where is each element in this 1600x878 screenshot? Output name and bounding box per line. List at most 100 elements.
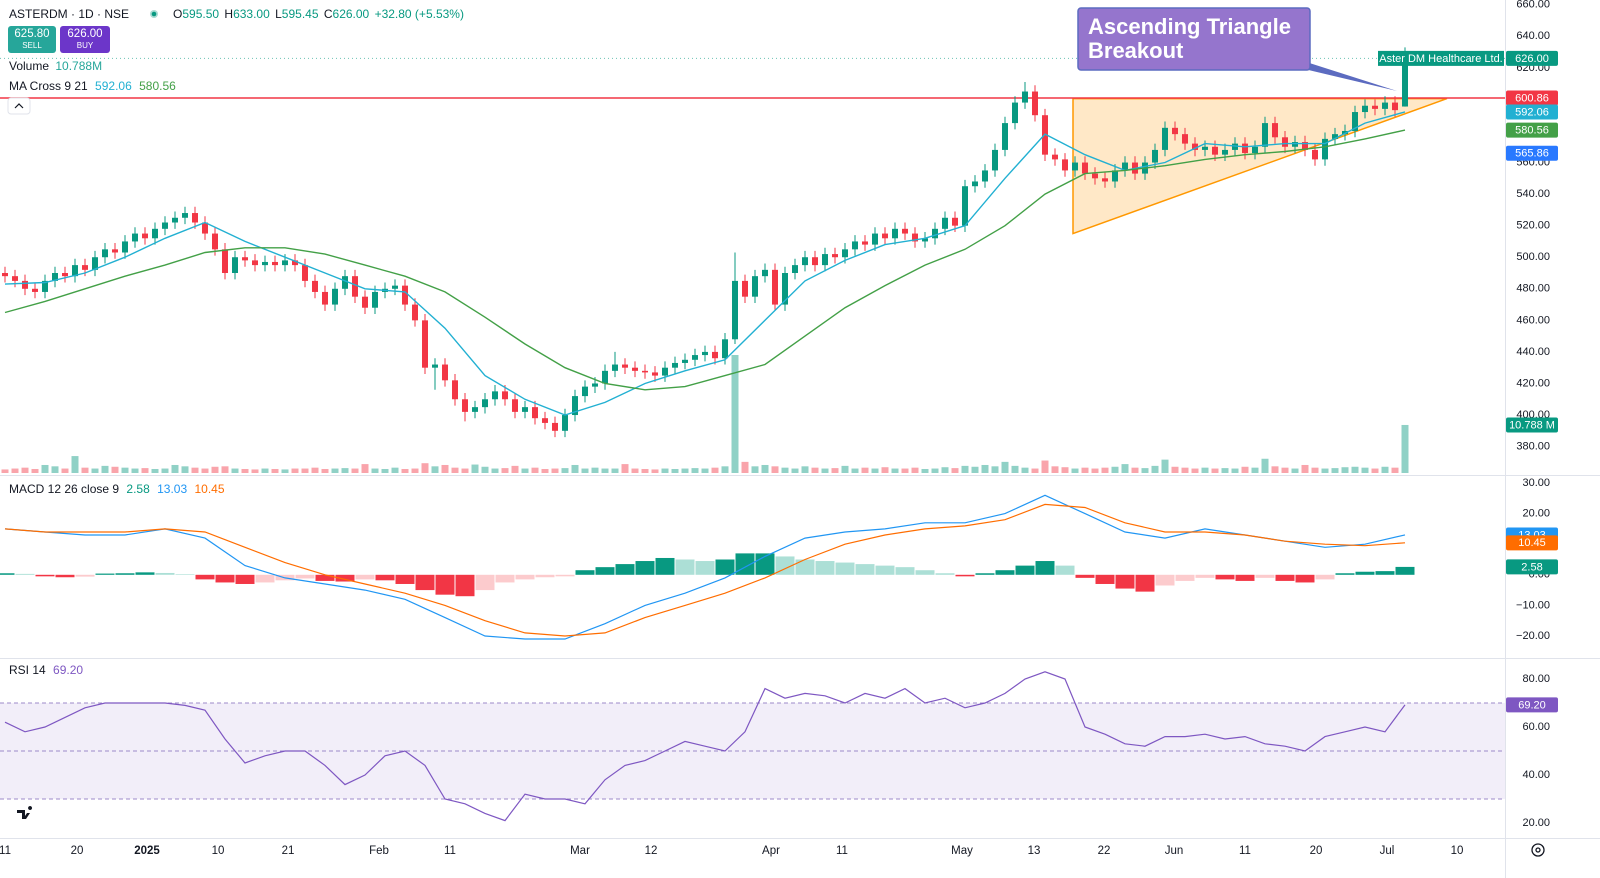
volume-bar <box>161 468 169 473</box>
candle-body <box>302 265 308 281</box>
macd-histogram-bar <box>155 572 175 575</box>
candle-body <box>512 399 518 412</box>
macd-histogram-bar <box>435 574 455 595</box>
macd-histogram-bar <box>855 564 875 575</box>
volume-bar <box>621 464 629 473</box>
collapse-button[interactable] <box>7 97 31 115</box>
volume-bar <box>341 468 349 473</box>
volume-bar <box>1181 467 1189 473</box>
candle-body <box>242 257 248 261</box>
macd-histogram-bar <box>1315 574 1335 580</box>
macd-histogram-bar <box>1095 574 1115 584</box>
volume-bar <box>1231 468 1239 473</box>
candle-body <box>332 288 338 305</box>
macd-histogram-bar <box>1195 574 1215 578</box>
candle-body <box>472 407 478 412</box>
last-price-tag: 626.00 <box>1515 53 1549 65</box>
volume-bar <box>391 467 399 473</box>
candle-body <box>342 276 348 289</box>
volume-bar <box>1211 468 1219 473</box>
candle-body <box>362 296 368 308</box>
macd-histogram-bar <box>15 573 35 575</box>
volume-bar <box>1031 468 1039 473</box>
rsi-line <box>4 671 1406 822</box>
candle-body <box>692 355 698 360</box>
volume-bar <box>761 464 769 473</box>
candle-body <box>1212 146 1218 155</box>
ma-legend: MA Cross 9 21 592.06 580.56 <box>9 79 176 93</box>
candle-body <box>1312 149 1318 160</box>
candle-body <box>1022 91 1028 103</box>
x-tick-label: 11 <box>836 845 848 857</box>
plot-layer: 380.00400.00420.00440.00460.00480.00500.… <box>0 0 1558 857</box>
volume-bar <box>451 467 459 473</box>
volume-bar <box>501 468 509 473</box>
volume-bar <box>991 466 999 473</box>
candle-body <box>1052 154 1058 160</box>
volume-bar <box>111 466 119 473</box>
volume-bar <box>1111 466 1119 473</box>
quote-key: C <box>324 7 333 21</box>
volume-bar <box>1151 465 1159 473</box>
volume-bar <box>691 468 699 473</box>
volume-bar <box>201 468 209 473</box>
candle-body <box>1152 149 1158 163</box>
volume-bar <box>351 468 359 473</box>
volume-bar <box>631 468 639 473</box>
y-tick-label: 500.00 <box>1516 251 1550 263</box>
candle-body <box>1232 143 1238 150</box>
volume-bar <box>561 468 569 473</box>
volume-bar <box>1271 466 1279 473</box>
volume-bar <box>401 468 409 473</box>
y-tick-label: 40.00 <box>1522 769 1550 781</box>
candle-body <box>192 213 198 223</box>
candle-body <box>872 233 878 245</box>
candle-body <box>1242 143 1248 154</box>
volume-bar <box>1381 466 1389 473</box>
macd-histogram-bar <box>795 559 815 575</box>
macd-histogram-bar <box>515 574 535 580</box>
volume-bar <box>1 469 9 473</box>
macd-histogram-bar <box>715 559 735 575</box>
volume-bar <box>731 355 739 473</box>
volume-bar <box>71 456 79 473</box>
volume-bar <box>551 468 559 473</box>
volume-bar <box>981 464 989 473</box>
ma-tag: 592.06 <box>1515 106 1549 118</box>
volume-bar <box>671 468 679 473</box>
volume-bar <box>721 466 729 473</box>
volume-legend: Volume 10.788M <box>9 59 102 73</box>
x-tick-label: May <box>951 845 973 857</box>
candle-body <box>172 217 178 223</box>
volume-bar <box>371 468 379 473</box>
volume-bar <box>531 467 539 473</box>
last-name-bg <box>1378 50 1504 66</box>
candle-body <box>932 228 938 239</box>
macd-histogram-bar <box>1295 574 1315 583</box>
candle-body <box>142 233 148 239</box>
rsi-tag-bg <box>1506 697 1558 713</box>
macd-histogram-bar <box>535 574 555 578</box>
macd-histogram-bar <box>1075 574 1095 578</box>
candle-body <box>882 233 888 239</box>
candle-body <box>422 320 428 368</box>
buy-button[interactable] <box>60 26 110 53</box>
candle-body <box>502 391 508 400</box>
x-tick-label: 21 <box>282 845 295 857</box>
volume-bar <box>131 468 139 473</box>
sell-button[interactable] <box>8 26 56 53</box>
candle-body <box>662 367 668 376</box>
level-tag: 565.86 <box>1515 148 1549 160</box>
candle-body <box>442 364 448 381</box>
candle-body <box>952 217 958 226</box>
candle-body <box>552 422 558 431</box>
volume-bar <box>651 469 659 473</box>
quote-value: 595.45 <box>282 7 319 21</box>
candle-body <box>162 222 168 229</box>
ma-tag: 580.56 <box>1515 125 1549 137</box>
candle-body <box>1372 105 1378 109</box>
volume-bar <box>871 468 879 473</box>
settings-icon[interactable] <box>1531 843 1545 857</box>
macd-line <box>4 494 1406 640</box>
